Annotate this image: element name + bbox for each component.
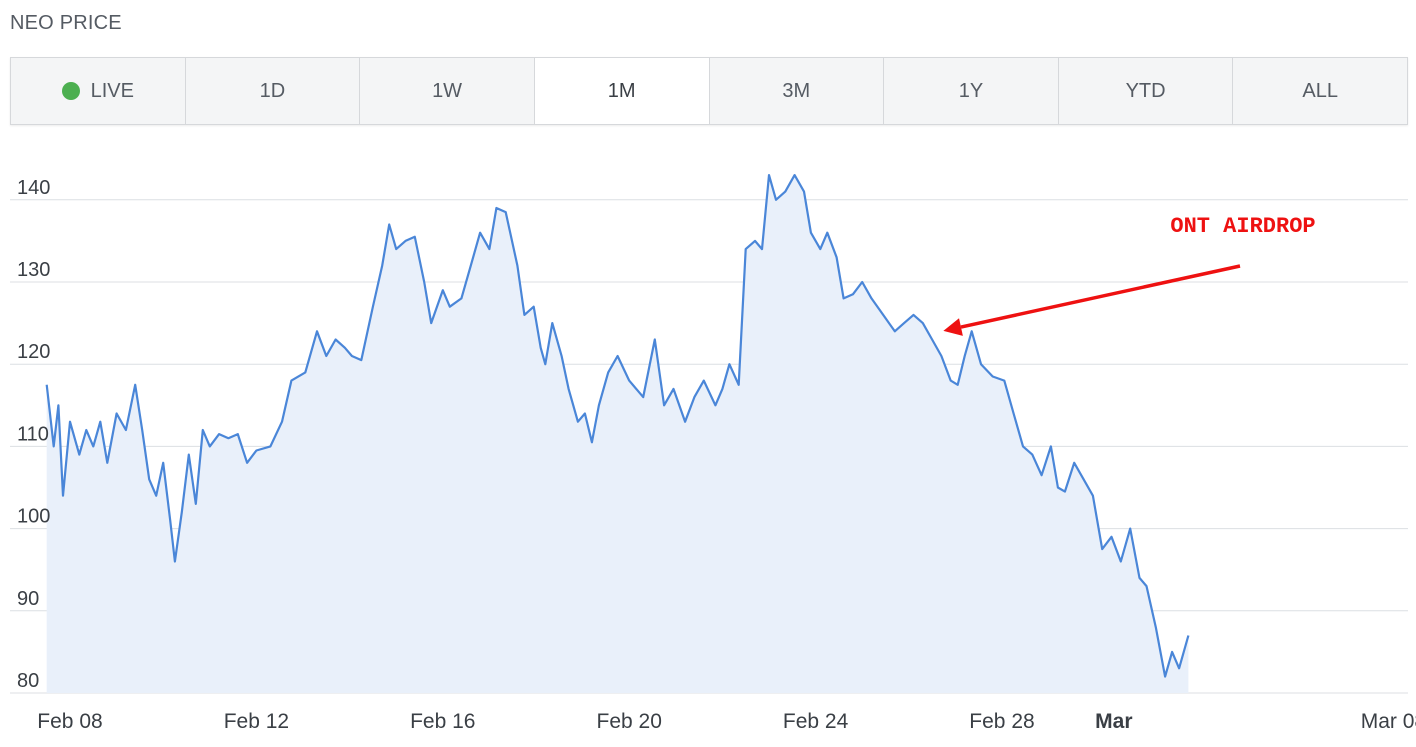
tab-label: ALL xyxy=(1302,79,1338,102)
x-tick-label: Mar 08 xyxy=(1361,710,1416,733)
y-tick-label: 80 xyxy=(17,670,39,692)
tab-1y[interactable]: 1Y xyxy=(884,58,1059,124)
y-tick-label: 140 xyxy=(17,177,50,199)
tab-label: 1D xyxy=(259,79,286,102)
tab-all[interactable]: ALL xyxy=(1233,58,1407,124)
tab-label: LIVE xyxy=(90,79,134,102)
x-tick-label: Feb 08 xyxy=(37,710,102,733)
x-tick-label: Feb 16 xyxy=(410,710,475,733)
annotation-arrow-head-icon xyxy=(943,318,963,336)
live-indicator-icon xyxy=(61,82,80,100)
tab-1m[interactable]: 1M xyxy=(534,58,710,124)
tab-1d[interactable]: 1D xyxy=(185,58,361,124)
page-title: NEO PRICE xyxy=(10,12,122,34)
ont-airdrop-annotation: ONT AIRDROP xyxy=(943,214,1316,336)
x-tick-label: Feb 20 xyxy=(597,710,662,733)
tab-label: 1W xyxy=(432,79,463,102)
x-tick-label: Feb 24 xyxy=(783,710,849,733)
annotation-label: ONT AIRDROP xyxy=(1170,214,1315,239)
annotation-arrow-shaft xyxy=(960,264,1241,329)
y-tick-label: 120 xyxy=(17,341,50,363)
price-line xyxy=(45,174,1190,678)
y-tick-label: 90 xyxy=(17,588,39,610)
price-area-fill xyxy=(46,175,1189,694)
y-tick-label: 130 xyxy=(17,259,50,281)
time-range-tabs: LIVE 1D 1W 1M 3M 1Y YTD ALL xyxy=(10,57,1408,125)
tab-label: 3M xyxy=(782,79,811,102)
y-axis-labels: 80 90 100 110 120 130 140 xyxy=(17,177,50,692)
y-tick-label: 110 xyxy=(17,423,49,445)
x-tick-label: Feb 12 xyxy=(224,710,289,733)
tab-label: 1M xyxy=(607,79,636,102)
x-tick-label: Mar xyxy=(1095,710,1132,733)
tab-1w[interactable]: 1W xyxy=(360,58,535,124)
y-tick-label: 100 xyxy=(17,506,50,528)
tab-label: 1Y xyxy=(958,79,984,102)
tab-ytd[interactable]: YTD xyxy=(1058,58,1234,124)
tab-live[interactable]: LIVE xyxy=(11,58,186,124)
x-tick-label: Feb 28 xyxy=(969,710,1034,733)
tab-label: YTD xyxy=(1125,79,1166,102)
tab-3m[interactable]: 3M xyxy=(709,58,885,124)
x-axis-labels: Feb 08 Feb 12 Feb 16 Feb 20 Feb 24 Feb 28 Mar M… xyxy=(37,710,1416,733)
